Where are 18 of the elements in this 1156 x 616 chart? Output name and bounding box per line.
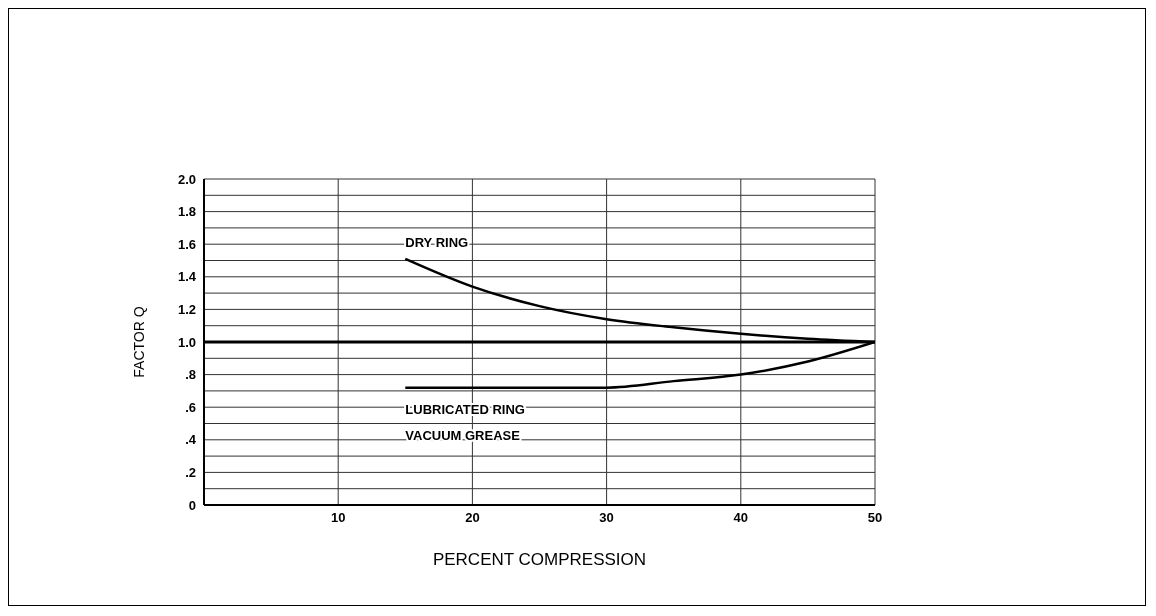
y-tick-label: .2: [185, 465, 196, 481]
y-tick-label: 1.2: [177, 302, 196, 318]
y-tick-label: 1.0: [177, 334, 196, 350]
y-tick-label: .4: [185, 432, 197, 448]
y-tick-label: .8: [185, 367, 196, 383]
y-tick-label: 1.4: [177, 269, 197, 285]
x-tick-label: 20: [465, 510, 480, 526]
y-tick-label: 1.8: [177, 204, 196, 220]
y-tick-label: 2.0: [177, 171, 196, 187]
y-tick-label: .6: [185, 399, 196, 415]
x-tick-label: 10: [330, 510, 346, 526]
y-axis-title: FACTOR Q: [130, 306, 147, 378]
y-tick-label: 0: [188, 497, 196, 513]
x-axis-title: PERCENT COMPRESSION: [432, 550, 647, 569]
x-tick-label: 40: [733, 510, 749, 526]
y-tick-label: 1.6: [177, 236, 196, 252]
x-tick-label: 30: [599, 510, 614, 526]
x-tick-label: 50: [867, 510, 883, 526]
